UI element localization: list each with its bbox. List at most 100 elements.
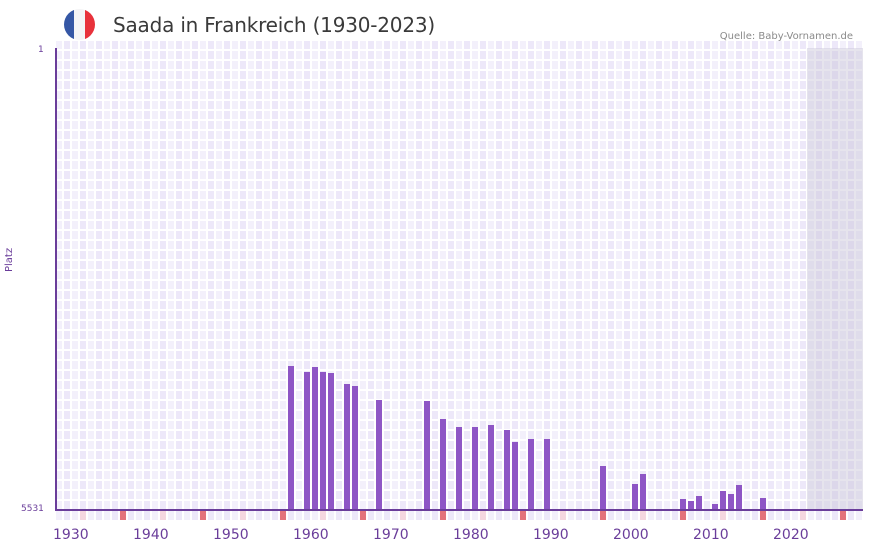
grid-cell: [224, 501, 230, 509]
grid-cell: [840, 341, 846, 349]
grid-cell: [360, 211, 366, 219]
grid-cell: [448, 261, 454, 269]
grid-cell: [696, 151, 702, 159]
grid-cell: [680, 451, 686, 459]
grid-cell: [184, 261, 190, 269]
bar-1986[interactable]: [504, 429, 510, 510]
grid-cell: [80, 111, 86, 119]
grid-cell: [408, 221, 414, 229]
grid-cell: [264, 161, 270, 169]
grid-cell: [488, 191, 494, 199]
grid-cell: [472, 341, 478, 349]
bar-1987[interactable]: [512, 441, 518, 510]
grid-cell: [224, 261, 230, 269]
bar-1966[interactable]: [344, 384, 350, 510]
bar-2008[interactable]: [680, 498, 686, 510]
grid-cell: [160, 221, 166, 229]
grid-cell: [120, 231, 126, 239]
bar-1984[interactable]: [488, 424, 494, 510]
bar-1961[interactable]: [304, 372, 310, 510]
bar-1964[interactable]: [328, 373, 334, 510]
bar-2014[interactable]: [728, 493, 734, 510]
grid-cell: [816, 251, 822, 259]
bar-2010[interactable]: [696, 495, 702, 510]
grid-cell: [136, 351, 142, 359]
year-marker-1989: [528, 511, 534, 520]
grid-cell: [208, 421, 214, 429]
bar-1976[interactable]: [424, 401, 430, 510]
grid-cell: [80, 301, 86, 309]
bar-1998[interactable]: [600, 465, 606, 510]
bar-1991[interactable]: [544, 438, 550, 510]
grid-cell: [64, 191, 70, 199]
grid-cell: [808, 271, 814, 279]
grid-cell: [768, 301, 774, 309]
grid-cell: [368, 441, 374, 449]
grid-cell: [704, 131, 710, 139]
grid-cell: [120, 151, 126, 159]
bar-2012[interactable]: [712, 503, 718, 510]
grid-cell: [568, 461, 574, 469]
grid-cell: [816, 301, 822, 309]
bar-2013[interactable]: [720, 490, 726, 510]
grid-cell: [648, 61, 654, 69]
bar-2018[interactable]: [760, 497, 766, 510]
grid-cell: [680, 151, 686, 159]
grid-cell: [272, 351, 278, 359]
grid-cell: [408, 131, 414, 139]
bar-2015[interactable]: [736, 484, 742, 510]
grid-cell: [440, 271, 446, 279]
bar-1963[interactable]: [320, 372, 326, 510]
grid-cell: [288, 311, 294, 319]
bar-2002[interactable]: [632, 483, 638, 510]
grid-cell: [768, 451, 774, 459]
bar-1970[interactable]: [376, 400, 382, 510]
grid-cell: [400, 131, 406, 139]
grid-cell: [792, 441, 798, 449]
bar-2003[interactable]: [640, 473, 646, 510]
grid-cell: [728, 441, 734, 449]
grid-cell: [672, 481, 678, 489]
grid-cell: [336, 251, 342, 259]
grid-cell: [80, 91, 86, 99]
grid-cell: [768, 121, 774, 129]
bar-1978[interactable]: [440, 418, 446, 510]
bar-1982[interactable]: [472, 426, 478, 510]
bar-1967[interactable]: [352, 386, 358, 510]
grid-cell: [768, 271, 774, 279]
grid-cell: [736, 231, 742, 239]
grid-cell: [208, 461, 214, 469]
grid-cell: [568, 271, 574, 279]
bar-1989[interactable]: [528, 438, 534, 510]
grid-cell: [384, 211, 390, 219]
bar-1959[interactable]: [288, 366, 294, 510]
grid-cell: [744, 111, 750, 119]
grid-cell: [120, 401, 126, 409]
grid-cell: [576, 341, 582, 349]
grid-cell: [408, 81, 414, 89]
grid-cell: [160, 151, 166, 159]
bar-2009[interactable]: [688, 500, 694, 510]
grid-cell: [344, 341, 350, 349]
grid-cell: [200, 481, 206, 489]
x-axis-line: [55, 509, 863, 511]
grid-cell: [112, 141, 118, 149]
grid-cell: [216, 81, 222, 89]
grid-cell: [640, 451, 646, 459]
grid-cell: [432, 261, 438, 269]
grid-cell: [456, 201, 462, 209]
grid-cell: [840, 121, 846, 129]
bar-1980[interactable]: [456, 426, 462, 510]
grid-cell: [384, 41, 390, 49]
grid-cell: [240, 311, 246, 319]
grid-cell: [112, 291, 118, 299]
grid-cell: [600, 81, 606, 89]
grid-cell: [560, 401, 566, 409]
grid-cell: [208, 111, 214, 119]
grid-cell: [80, 321, 86, 329]
grid-cell: [216, 371, 222, 379]
bar-1962[interactable]: [312, 367, 318, 510]
grid-cell: [656, 121, 662, 129]
grid-cell: [784, 121, 790, 129]
grid-cell: [576, 231, 582, 239]
